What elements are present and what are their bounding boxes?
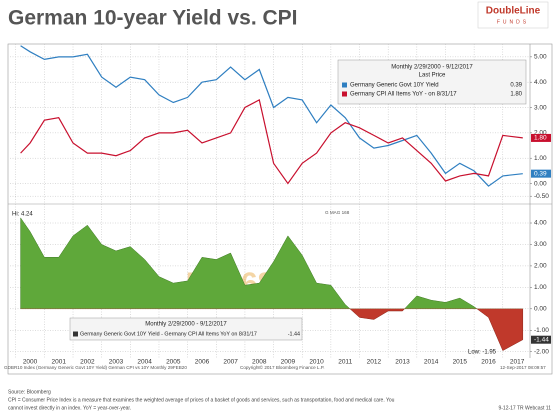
legend-swatch	[73, 331, 78, 337]
x-tick-label: 2001	[51, 359, 66, 366]
legend-swatch	[342, 82, 347, 88]
note-line: cannot invest directly in an index. YoY …	[8, 405, 131, 411]
legend-title: Monthly 2/29/2000 - 9/12/2017	[391, 65, 473, 71]
y-tick-label: 0.00	[534, 306, 547, 313]
last-price-label: -1.44	[534, 336, 549, 343]
legend-box	[337, 59, 527, 105]
credit-index: GDBR10 Index (Germany Generic Govt 10Y Y…	[4, 365, 187, 370]
x-tick-label: 2007	[223, 359, 238, 366]
legend-label: Germany CPI All Items YoY - on 8/31/17	[350, 92, 457, 98]
series-line	[20, 99, 523, 185]
source: Source: Bloomberg	[8, 389, 51, 395]
x-tick-label: 2006	[195, 359, 210, 366]
y-tick-label: 1.00	[534, 155, 547, 162]
legend-title: Monthly 2/29/2000 - 9/12/2017	[145, 322, 227, 328]
x-tick-label: 2005	[166, 359, 181, 366]
y-tick-label: 4.00	[534, 220, 547, 227]
x-tick-label: 2003	[109, 359, 124, 366]
series-line	[20, 45, 523, 187]
x-tick-label: 2009	[281, 359, 296, 366]
logo-name: DoubleLine	[486, 6, 541, 17]
logo-sub: FUNDS	[497, 19, 529, 25]
hi-label: Hi: 4.24	[12, 212, 33, 218]
y-tick-label: 0.00	[534, 180, 547, 187]
legend-box	[69, 317, 303, 341]
last-price-badge	[531, 169, 551, 178]
x-tick-label: 2012	[367, 359, 382, 366]
credit-copyright: Copyright© 2017 Bloomberg Finance L.P.	[240, 364, 325, 370]
y-tick-label: 2.00	[534, 130, 547, 137]
y-tick-label: 2.00	[534, 263, 547, 270]
x-tick-label: 2011	[338, 359, 352, 366]
low-label: Low: -1.95	[468, 350, 497, 356]
y-tick-label: 3.00	[534, 241, 547, 248]
page-id: 9-12-17 TR Webcast 11	[498, 405, 551, 411]
last-price-badge	[531, 335, 551, 344]
legend-label: Germany Generic Govt 10Y Yield - Germany…	[80, 331, 257, 337]
last-price-label: 0.39	[534, 170, 547, 177]
last-price-label: 1.80	[534, 135, 547, 142]
x-tick-label: 2010	[309, 359, 324, 366]
legend-value: 1.80	[510, 92, 522, 98]
x-tick-label: 2002	[80, 359, 95, 366]
chart-frame	[7, 43, 553, 375]
legend-swatch	[342, 91, 347, 97]
chart-title: German 10-year Yield vs. CPI	[8, 7, 298, 30]
x-tick-label: 2000	[23, 359, 38, 366]
legend-subtitle: Last Price	[419, 73, 446, 79]
y-tick-label: -0.50	[534, 193, 549, 200]
x-tick-label: 2014	[424, 359, 439, 366]
y-tick-label: 1.00	[534, 284, 547, 291]
x-tick-label: 2015	[453, 359, 468, 366]
y-tick-label: 3.00	[534, 104, 547, 111]
legend-value: -1.44	[288, 331, 300, 337]
note-line: CPI = Consumer Price Index is a measure …	[8, 397, 395, 403]
y-tick-label: 4.00	[534, 79, 547, 86]
x-tick-label: 2013	[395, 359, 410, 366]
x-tick-label: 2008	[252, 359, 267, 366]
legend-label: Germany Generic Govt 10Y Yield	[350, 83, 439, 89]
legend-value: 0.39	[510, 83, 522, 89]
x-tick-label: 2017	[510, 359, 525, 366]
annotation: G MAG 168	[325, 210, 350, 215]
last-price-badge	[531, 133, 551, 142]
y-tick-label: -2.00	[534, 348, 549, 355]
x-tick-label: 2004	[137, 359, 152, 366]
y-tick-label: 5.00	[534, 54, 547, 61]
logo-box	[477, 1, 549, 29]
y-tick-label: -1.00	[534, 327, 549, 334]
credit-time: 12-Sep-2017 08:09:57	[500, 365, 546, 370]
x-tick-label: 2016	[481, 359, 496, 366]
area-positive	[20, 217, 524, 309]
